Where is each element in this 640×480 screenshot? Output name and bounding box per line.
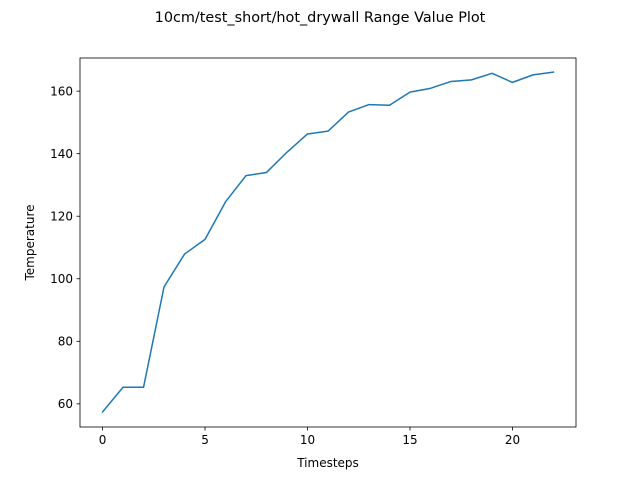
x-axis: 0 5 10 15 20 [99,427,520,447]
x-tick-label: 20 [505,433,520,447]
plot-area [101,71,555,414]
x-axis-label: Timesteps [296,456,359,470]
y-tick-label: 120 [50,210,73,224]
axes-frame [79,57,577,428]
x-tick-label: 5 [201,433,209,447]
y-tick-label: 100 [50,272,73,286]
y-axis: 60 80 100 120 140 160 [50,84,80,411]
y-axis-label: Temperature [23,204,37,281]
y-tick-label: 80 [58,335,73,349]
x-tick-label: 15 [402,433,417,447]
x-tick-label: 10 [300,433,315,447]
x-tick-label: 0 [99,433,107,447]
chart-title: 10cm/test_short/hot_drywall Range Value … [155,10,486,26]
y-tick-label: 140 [50,147,73,161]
y-tick-label: 60 [58,397,73,411]
series-line [101,71,555,414]
y-tick-label: 160 [50,84,73,98]
